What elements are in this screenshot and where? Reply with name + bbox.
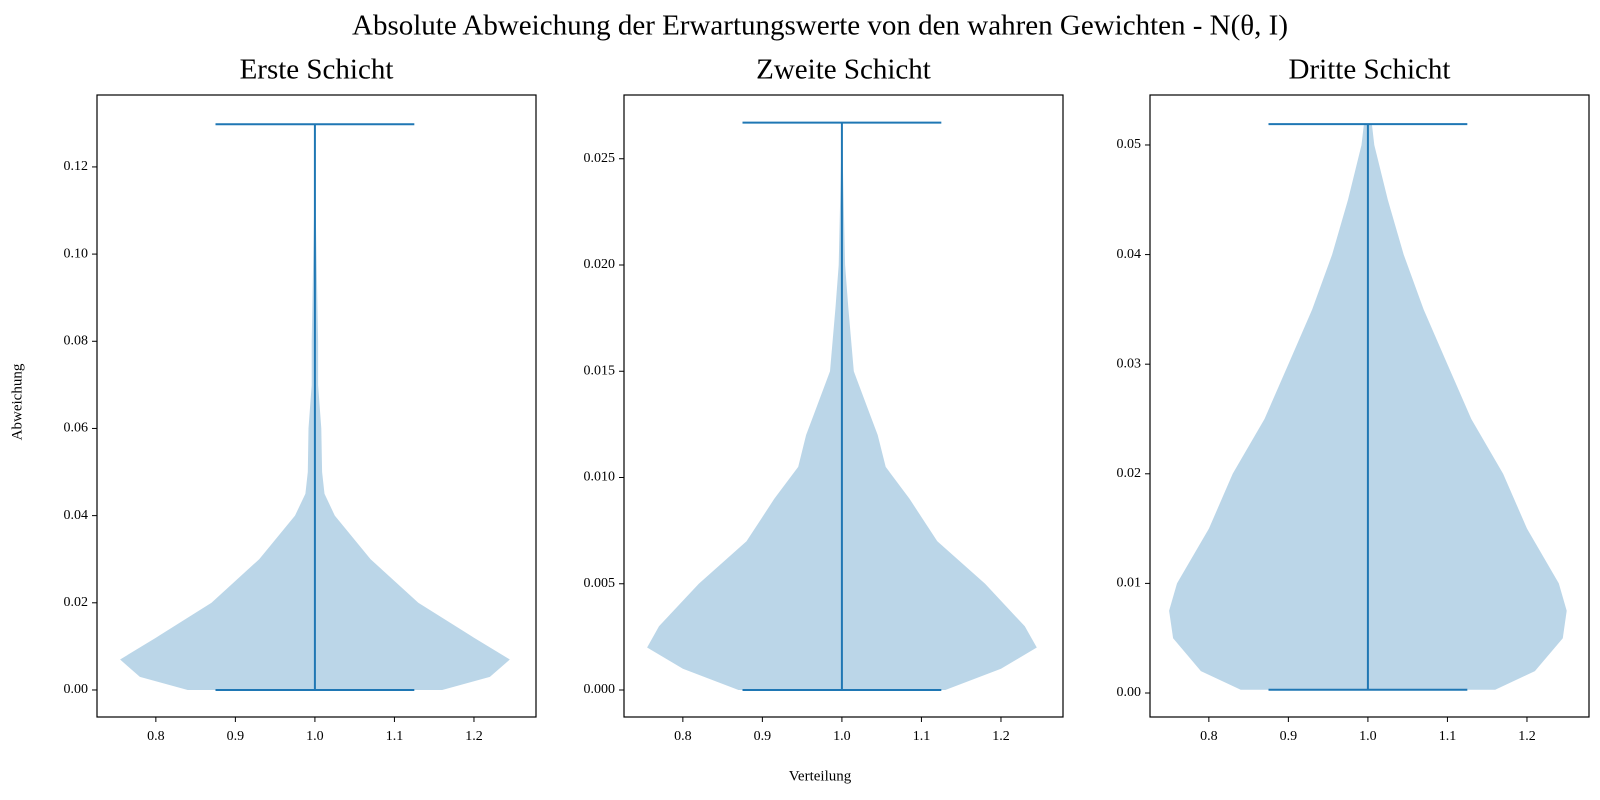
subplot-title: Erste Schicht xyxy=(240,54,394,86)
y-tick-label: 0.05 xyxy=(1117,137,1142,152)
x-tick-label: 1.1 xyxy=(913,729,931,744)
x-tick-label: 1.2 xyxy=(465,729,483,744)
axes-frame xyxy=(96,94,537,718)
x-tick-label: 1.2 xyxy=(992,729,1010,744)
x-tick-label: 1.0 xyxy=(833,729,851,744)
y-tick-label: 0.000 xyxy=(584,682,616,697)
y-tick-label: 0.005 xyxy=(584,576,616,591)
x-tick-label: 1.1 xyxy=(386,729,404,744)
y-tick-label: 0.04 xyxy=(64,508,89,523)
axes-frame xyxy=(623,94,1064,718)
x-tick-label: 0.8 xyxy=(1200,729,1218,744)
x-tick-label: 0.8 xyxy=(674,729,692,744)
x-tick-label: 1.1 xyxy=(1439,729,1457,744)
figure-title: Absolute Abweichung der Erwartungswerte … xyxy=(352,10,1288,42)
y-tick-label: 0.00 xyxy=(1117,685,1142,700)
y-tick-label: 0.08 xyxy=(64,333,89,348)
x-tick-label: 0.9 xyxy=(227,729,245,744)
y-tick-label: 0.01 xyxy=(1117,576,1142,591)
x-tick-label: 0.9 xyxy=(1280,729,1298,744)
y-tick-label: 0.04 xyxy=(1117,247,1142,262)
y-tick-label: 0.020 xyxy=(584,257,616,272)
x-tick-label: 1.0 xyxy=(1359,729,1377,744)
y-tick-label: 0.010 xyxy=(584,470,616,485)
subplot-title: Dritte Schicht xyxy=(1289,54,1451,86)
y-tick-label: 0.10 xyxy=(64,246,89,261)
axes-frame xyxy=(1149,94,1590,718)
y-tick-label: 0.00 xyxy=(64,682,89,697)
x-tick-label: 1.0 xyxy=(306,729,324,744)
y-tick-label: 0.015 xyxy=(584,363,616,378)
y-tick-label: 0.025 xyxy=(584,151,616,166)
y-tick-label: 0.03 xyxy=(1117,356,1142,371)
y-axis-label: Abweichung xyxy=(9,363,25,440)
x-tick-label: 1.2 xyxy=(1518,729,1536,744)
y-tick-label: 0.02 xyxy=(64,595,89,610)
y-tick-label: 0.02 xyxy=(1117,466,1142,481)
x-tick-label: 0.9 xyxy=(754,729,772,744)
y-tick-label: 0.12 xyxy=(64,159,89,174)
y-tick-label: 0.06 xyxy=(64,421,89,436)
x-axis-label: Verteilung xyxy=(789,768,852,784)
subplot-title: Zweite Schicht xyxy=(756,54,931,86)
x-tick-label: 0.8 xyxy=(147,729,165,744)
